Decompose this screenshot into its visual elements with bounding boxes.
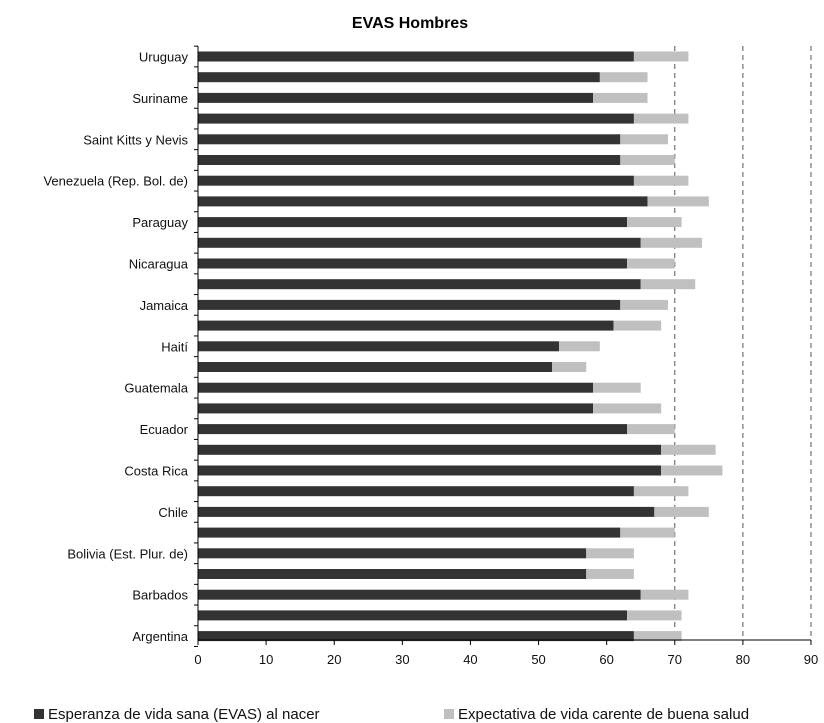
bar-mala-salud [627,258,675,269]
category-label: Barbados [132,588,188,603]
bar-evas [198,382,594,393]
bar-evas [198,237,641,248]
bar-evas [198,279,641,290]
legend-swatch-evas [34,709,44,719]
category-label: Saint Kitts y Nevis [83,132,188,147]
bar-mala-salud [627,217,682,228]
category-label: Ecuador [140,422,189,437]
bar-evas [198,403,594,414]
bar-evas [198,134,621,145]
category-label: Bolivia (Est. Plur. de) [67,546,188,561]
bar-mala-salud [661,444,716,455]
legend-label-evas: Esperanza de vida sana (EVAS) al nacer [48,706,320,723]
bar-mala-salud [593,382,641,393]
bar-mala-salud [558,341,600,352]
category-label: Venezuela (Rep. Bol. de) [43,174,188,189]
bar-evas [198,92,594,103]
bar-evas [198,362,553,372]
bar-evas [198,72,600,83]
bar-evas [198,258,628,269]
bar-mala-salud [593,403,662,414]
category-label: Nicaragua [129,257,189,272]
category-label: Paraguay [132,215,188,230]
x-tick-label: 0 [194,652,201,667]
bar-mala-salud [627,424,675,435]
category-label: Costa Rica [124,464,188,479]
x-tick-label: 30 [395,652,409,667]
bar-mala-salud [661,465,723,476]
x-tick-label: 10 [259,652,273,667]
x-tick-label: 50 [531,652,545,667]
x-tick-label: 60 [599,652,613,667]
bar-mala-salud [627,610,682,621]
bar-evas [198,631,634,642]
bar-mala-salud [640,279,696,290]
bar-evas [198,424,628,435]
x-tick-label: 20 [327,652,341,667]
bar-mala-salud [633,113,689,124]
bar-mala-salud [620,527,675,538]
bar-evas [198,444,662,455]
bar-mala-salud [620,155,675,165]
bar-evas [198,320,614,331]
bar-mala-salud [552,362,587,372]
bar-mala-salud [620,134,668,145]
category-label: Uruguay [139,50,189,65]
bar-mala-salud [633,175,689,186]
bar-evas [198,610,628,621]
axes [194,45,812,647]
category-label: Guatemala [124,381,188,396]
bar-mala-salud [647,196,709,207]
x-tick-label: 40 [463,652,477,667]
legend-swatch-mala-salud [444,709,454,719]
bar-mala-salud [640,589,689,600]
bar-mala-salud [640,237,703,248]
bar-mala-salud [613,320,662,331]
bar-mala-salud [633,631,682,642]
bar-evas [198,548,587,559]
bar-evas [198,486,634,497]
bar-evas [198,217,628,228]
bar-evas [198,569,587,579]
category-label: Argentina [132,629,188,644]
bar-evas [198,155,621,165]
bar-mala-salud [654,506,709,517]
x-tick-label: 90 [804,652,818,667]
bar-evas [198,527,621,538]
bar-mala-salud [593,92,648,103]
bar-evas [198,196,648,207]
category-label: Suriname [132,91,188,106]
category-label: Haití [161,339,188,354]
bar-evas [198,299,621,310]
bar-mala-salud [633,51,689,62]
bar-evas [198,51,634,62]
category-label: Chile [158,505,188,520]
bar-mala-salud [633,486,689,497]
legend-label-mala-salud: Expectativa de vida carente de buena sal… [458,706,749,723]
category-label: Jamaica [140,298,189,313]
bar-mala-salud [620,299,668,310]
bar-mala-salud [586,548,634,559]
bar-evas [198,506,655,517]
bars [198,51,723,642]
x-tick-labels: 0 10 20 30 40 50 60 70 80 90 [194,652,818,667]
bar-evas [198,341,559,352]
legend: Esperanza de vida sana (EVAS) al nacer E… [34,706,749,723]
bar-evas [198,175,634,186]
bar-evas [198,589,641,600]
bar-mala-salud [599,72,648,83]
category-labels: Uruguay Suriname Saint Kitts y Nevis Venezu… [43,50,188,645]
x-tick-label: 80 [736,652,750,667]
chart-title: EVAS Hombres [352,15,468,32]
bar-mala-salud [586,569,634,579]
bar-evas [198,113,634,124]
grid-lines [674,46,812,640]
bar-evas [198,465,662,476]
x-tick-label: 70 [668,652,682,667]
